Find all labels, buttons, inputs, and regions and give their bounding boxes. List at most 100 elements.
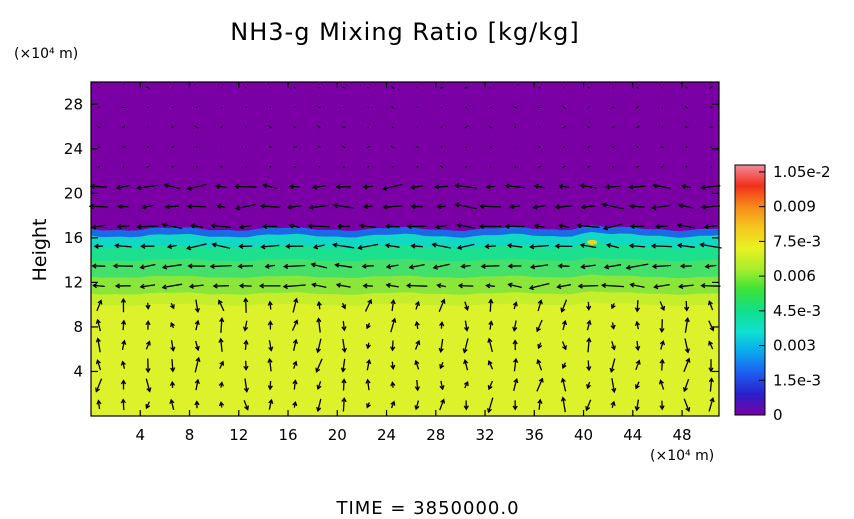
- wind-arrow: [560, 377, 567, 392]
- wind-arrow: [603, 264, 622, 270]
- wind-arrow: [440, 106, 443, 109]
- wind-arrow: [676, 222, 696, 229]
- wind-arrow: [409, 184, 424, 190]
- wind-arrow: [600, 282, 625, 289]
- wind-arrow: [635, 359, 641, 371]
- wind-arrow: [120, 360, 126, 369]
- wind-arrow: [92, 283, 105, 289]
- wind-arrow: [513, 106, 517, 109]
- y-tick-label: 8: [73, 318, 83, 336]
- wind-arrow: [438, 338, 444, 354]
- wind-vector-field: [88, 85, 722, 414]
- y-axis-label: Height: [29, 219, 51, 282]
- wind-arrow: [513, 126, 517, 129]
- wind-arrow: [685, 165, 688, 168]
- wind-arrow: [533, 223, 545, 229]
- wind-arrow: [529, 244, 549, 250]
- wind-arrow: [291, 319, 299, 331]
- wind-arrow: [415, 146, 419, 149]
- x-tick-label: 16: [278, 426, 297, 444]
- wind-arrow: [561, 341, 567, 351]
- wind-arrow: [405, 283, 428, 289]
- wind-arrow: [704, 263, 717, 269]
- wind-arrow: [161, 222, 183, 230]
- wind-arrow: [145, 86, 150, 89]
- wind-arrow: [120, 398, 126, 411]
- wind-arrow: [611, 106, 615, 109]
- wind-arrow: [610, 400, 616, 408]
- wind-arrow: [416, 86, 419, 89]
- wind-arrow: [308, 204, 329, 210]
- wind-arrow: [163, 182, 181, 190]
- wind-arrow: [316, 398, 322, 413]
- wind-arrow: [194, 125, 199, 129]
- wind-arrow: [140, 243, 155, 249]
- wind-arrow: [136, 224, 159, 230]
- wind-arrow: [220, 106, 223, 109]
- wind-arrow: [218, 401, 225, 408]
- wind-arrow: [336, 223, 350, 229]
- y-tick-label: 12: [64, 273, 83, 291]
- wind-arrow: [414, 359, 420, 370]
- wind-arrow: [464, 86, 468, 89]
- wind-arrow: [635, 105, 640, 109]
- wind-arrow: [286, 204, 302, 210]
- wind-arrow: [654, 223, 669, 230]
- wind-arrow: [91, 224, 106, 230]
- wind-arrow: [480, 263, 500, 269]
- colorbar-gradient: [734, 164, 766, 416]
- wind-arrow: [243, 378, 249, 393]
- wind-arrow: [586, 337, 592, 353]
- y-tick-label: 4: [73, 362, 83, 380]
- wind-arrow: [267, 380, 273, 391]
- wind-arrow: [465, 146, 468, 148]
- wind-arrow: [312, 244, 325, 250]
- wind-arrow: [504, 183, 525, 189]
- wind-arrow: [683, 357, 691, 372]
- wind-arrow: [538, 146, 541, 148]
- wind-arrow: [209, 263, 232, 269]
- wind-arrow: [292, 379, 298, 390]
- wind-arrow: [684, 317, 690, 333]
- wind-arrow: [115, 184, 131, 191]
- wind-arrow: [609, 358, 616, 374]
- x-tick-label: 12: [229, 426, 248, 444]
- wind-arrow: [359, 223, 377, 229]
- wind-arrow: [580, 204, 596, 210]
- wind-arrow: [214, 183, 227, 190]
- wind-arrow: [342, 145, 346, 149]
- wind-arrow: [332, 242, 355, 249]
- wind-arrow: [335, 282, 351, 288]
- wind-arrow: [464, 301, 470, 312]
- wind-arrow: [586, 86, 591, 89]
- wind-arrow: [117, 203, 129, 210]
- wind-arrow: [709, 106, 713, 109]
- wind-arrow: [650, 243, 672, 249]
- wind-arrow: [414, 379, 420, 392]
- x-tick-label: 40: [574, 426, 593, 444]
- wind-arrow: [390, 299, 396, 312]
- wind-arrow: [267, 320, 273, 330]
- wind-arrow: [211, 242, 231, 249]
- y-tick-label: 16: [64, 229, 83, 247]
- wind-arrow: [233, 183, 257, 190]
- wind-arrow: [454, 202, 478, 210]
- wind-arrow: [292, 360, 298, 369]
- wind-arrow: [537, 342, 543, 350]
- wind-arrow: [120, 379, 127, 390]
- x-tick-label: 36: [525, 426, 544, 444]
- wind-arrow: [145, 358, 151, 374]
- wind-arrow: [288, 184, 300, 190]
- wind-arrow: [293, 165, 297, 168]
- wind-arrow: [463, 380, 469, 389]
- wind-arrow: [93, 243, 104, 249]
- wind-arrow: [463, 400, 469, 411]
- wind-arrow: [340, 358, 346, 373]
- wind-arrow: [557, 263, 570, 269]
- wind-arrow: [585, 399, 592, 412]
- wind-arrow: [259, 203, 280, 209]
- wind-arrow: [680, 183, 692, 189]
- wind-arrow: [509, 204, 521, 210]
- wind-arrow: [292, 297, 299, 313]
